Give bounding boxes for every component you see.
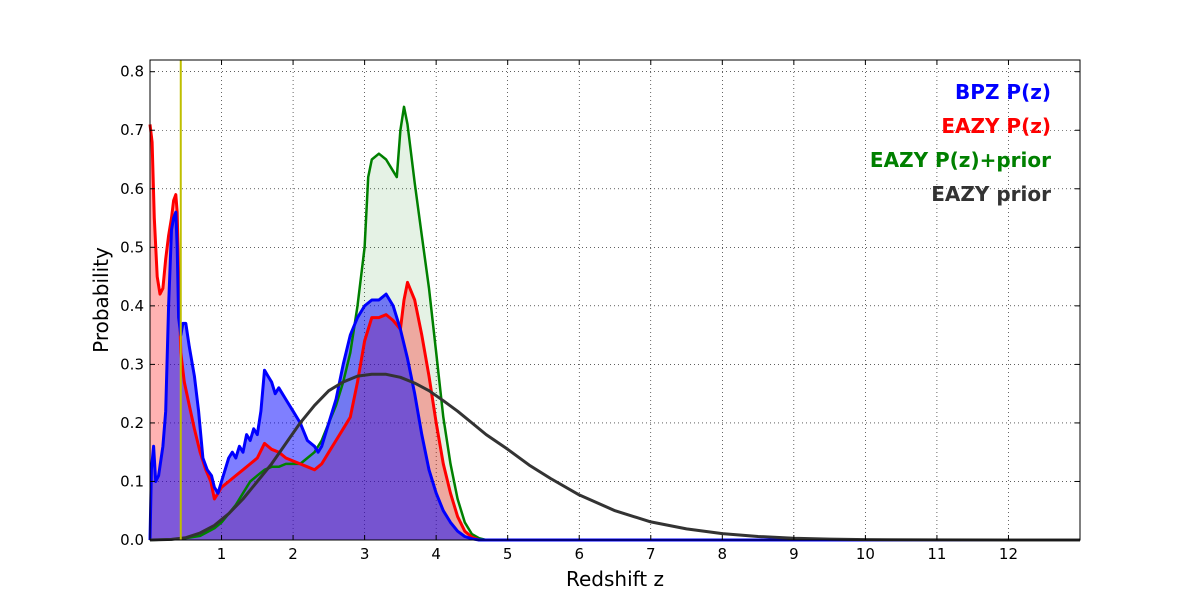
series-fill-0 (150, 212, 1080, 540)
series-line-2 (149, 105, 1080, 542)
x-axis-title: Redshift z (566, 567, 664, 591)
legend-label-eazy: EAZY P(z) (941, 114, 1051, 138)
legend-label-eazy-prior-combined: EAZY P(z)+prior (870, 148, 1051, 172)
x-tick-label-6: 7 (646, 545, 656, 563)
grid (150, 60, 1080, 540)
y-tick-label-6: 0.6 (120, 180, 144, 198)
x-tick-label-4: 5 (503, 545, 513, 563)
series-lines (148, 105, 1080, 542)
legend: BPZ P(z) EAZY P(z) EAZY P(z)+prior EAZY … (870, 80, 1051, 206)
plot-frame (149, 59, 1081, 541)
series-line-3 (149, 372, 1080, 542)
y-tick-label-3: 0.3 (120, 355, 144, 373)
legend-label-eazy-prior: EAZY prior (931, 182, 1051, 206)
x-tick-label-11: 12 (999, 545, 1018, 563)
x-tick-label-0: 1 (217, 545, 227, 563)
y-tick-label-8: 0.8 (120, 63, 144, 81)
x-tick-label-8: 9 (789, 545, 799, 563)
y-tick-label-1: 0.1 (120, 472, 144, 490)
x-tick-label-10: 11 (927, 545, 946, 563)
x-tick-label-9: 10 (856, 545, 875, 563)
x-tick-label-5: 6 (574, 545, 584, 563)
y-tick-label-5: 0.5 (120, 238, 144, 256)
x-tick-label-7: 8 (718, 545, 728, 563)
legend-label-bpz: BPZ P(z) (955, 80, 1051, 104)
y-tick-label-0: 0.0 (120, 531, 144, 549)
y-tick-label-7: 0.7 (120, 121, 144, 139)
axis-ticks: 1 2 3 4 5 6 7 8 9 10 11 120.00.10.20.30.40.50.60.70… (120, 60, 1080, 563)
y-axis-title: Probability (89, 247, 113, 353)
series-fills (150, 106, 1080, 541)
x-tick-label-2: 3 (360, 545, 370, 563)
x-tick-label-3: 4 (431, 545, 441, 563)
series-line-0 (148, 210, 1080, 542)
y-tick-label-4: 0.4 (120, 297, 144, 315)
y-tick-label-2: 0.2 (120, 414, 144, 432)
x-tick-label-1: 2 (288, 545, 298, 563)
